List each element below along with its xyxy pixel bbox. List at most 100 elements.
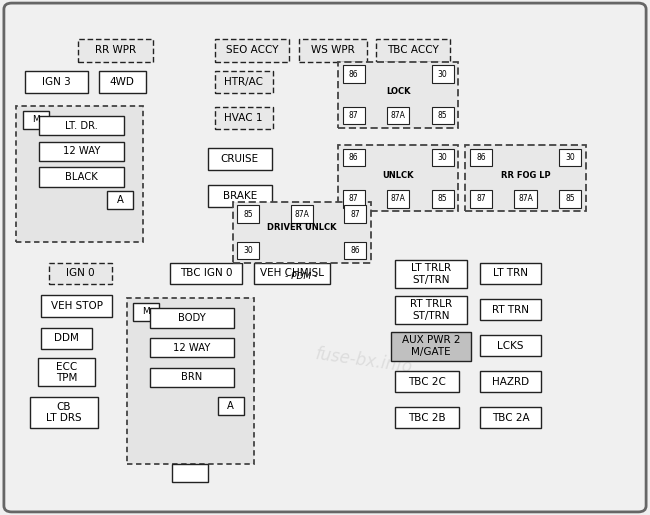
Bar <box>172 464 208 482</box>
Text: 86: 86 <box>350 246 359 255</box>
Text: 30: 30 <box>243 246 254 255</box>
Text: 4WD: 4WD <box>110 77 135 87</box>
Text: RR FOG LP: RR FOG LP <box>500 170 551 180</box>
Text: 85: 85 <box>244 210 253 219</box>
Text: RT TRLR
ST/TRN: RT TRLR ST/TRN <box>410 299 452 321</box>
Text: 30: 30 <box>565 153 575 162</box>
Bar <box>432 107 454 124</box>
Text: LOCK: LOCK <box>386 87 410 96</box>
Text: TBC 2A: TBC 2A <box>492 413 529 423</box>
Bar <box>470 149 492 166</box>
Bar <box>343 190 365 208</box>
Bar <box>254 263 330 284</box>
Bar <box>432 65 454 83</box>
Bar <box>39 167 124 187</box>
Bar <box>39 116 124 135</box>
Text: 87A: 87A <box>518 194 533 203</box>
Bar <box>170 263 242 284</box>
Text: 85: 85 <box>438 111 447 120</box>
Text: 87A: 87A <box>391 194 406 203</box>
Bar <box>16 106 143 242</box>
Text: AUX PWR 2
M/GATE: AUX PWR 2 M/GATE <box>402 335 460 357</box>
Bar <box>39 142 124 161</box>
Text: 12 WAY: 12 WAY <box>62 146 100 157</box>
Bar <box>391 332 471 360</box>
Text: 87: 87 <box>349 194 358 203</box>
Bar <box>344 242 366 259</box>
Bar <box>465 145 586 211</box>
Text: WS WPR: WS WPR <box>311 45 355 56</box>
Bar <box>150 368 234 387</box>
Bar <box>25 71 88 93</box>
Bar <box>208 148 272 170</box>
Bar <box>150 308 234 328</box>
Bar <box>480 407 541 428</box>
Text: 87: 87 <box>349 111 358 120</box>
Bar <box>214 39 289 62</box>
Text: TBC 2B: TBC 2B <box>408 413 446 423</box>
Text: CB
LT DRS: CB LT DRS <box>46 402 82 423</box>
Bar <box>432 149 454 166</box>
Text: RR WPR: RR WPR <box>95 45 136 56</box>
Text: DRIVER UNLCK: DRIVER UNLCK <box>267 222 336 232</box>
Bar <box>218 397 244 415</box>
Text: 85: 85 <box>566 194 575 203</box>
Text: HTR/AC: HTR/AC <box>224 77 263 87</box>
Text: BRN: BRN <box>181 372 202 383</box>
Bar <box>343 149 365 166</box>
Bar <box>559 149 581 166</box>
Text: 87: 87 <box>350 210 359 219</box>
FancyBboxPatch shape <box>4 3 646 512</box>
Text: TBC ACCY: TBC ACCY <box>387 45 439 56</box>
Bar <box>559 190 581 208</box>
Bar <box>30 397 98 428</box>
Text: M: M <box>142 307 150 316</box>
Text: LT. DR.: LT. DR. <box>65 121 98 131</box>
Bar <box>470 190 492 208</box>
Text: CRUISE: CRUISE <box>221 154 259 164</box>
Bar <box>49 263 112 284</box>
Text: IGN 3: IGN 3 <box>42 77 71 87</box>
Bar <box>343 107 365 124</box>
Bar <box>208 185 272 207</box>
Bar <box>237 205 259 223</box>
Text: LT TRN: LT TRN <box>493 268 528 279</box>
Text: 87A: 87A <box>294 210 309 219</box>
Text: M: M <box>32 115 40 124</box>
Text: BRAKE: BRAKE <box>223 191 257 201</box>
Bar <box>480 299 541 320</box>
Text: LT TRLR
ST/TRN: LT TRLR ST/TRN <box>411 263 451 285</box>
Bar <box>480 335 541 356</box>
Bar <box>291 205 313 223</box>
Text: RT TRN: RT TRN <box>492 304 529 315</box>
Text: - PDM -: - PDM - <box>285 271 318 281</box>
Text: IGN 0: IGN 0 <box>66 268 95 279</box>
Text: TBC IGN 0: TBC IGN 0 <box>180 268 232 279</box>
Text: 86: 86 <box>349 153 358 162</box>
Text: BLACK: BLACK <box>65 172 98 182</box>
Bar <box>376 39 450 62</box>
Text: 87A: 87A <box>391 111 406 120</box>
Text: 30: 30 <box>438 153 447 162</box>
Bar <box>338 62 458 128</box>
Bar <box>214 107 273 129</box>
Text: A: A <box>227 401 234 410</box>
Text: fuse-bx.info: fuse-bx.info <box>314 345 414 376</box>
Bar <box>107 191 133 209</box>
Bar <box>395 260 467 288</box>
Text: 86: 86 <box>476 153 486 162</box>
Text: 87: 87 <box>476 194 486 203</box>
Text: TBC 2C: TBC 2C <box>408 376 446 387</box>
Bar <box>127 298 254 464</box>
Text: 30: 30 <box>438 70 447 79</box>
Text: 30: 30 <box>243 246 254 255</box>
Bar <box>387 107 410 124</box>
Bar <box>387 190 410 208</box>
Bar <box>432 190 454 208</box>
Text: VEH STOP: VEH STOP <box>51 301 103 311</box>
Bar <box>343 65 365 83</box>
Bar <box>299 39 367 62</box>
Bar <box>150 338 234 357</box>
Bar <box>344 205 366 223</box>
Text: LCKS: LCKS <box>497 340 524 351</box>
